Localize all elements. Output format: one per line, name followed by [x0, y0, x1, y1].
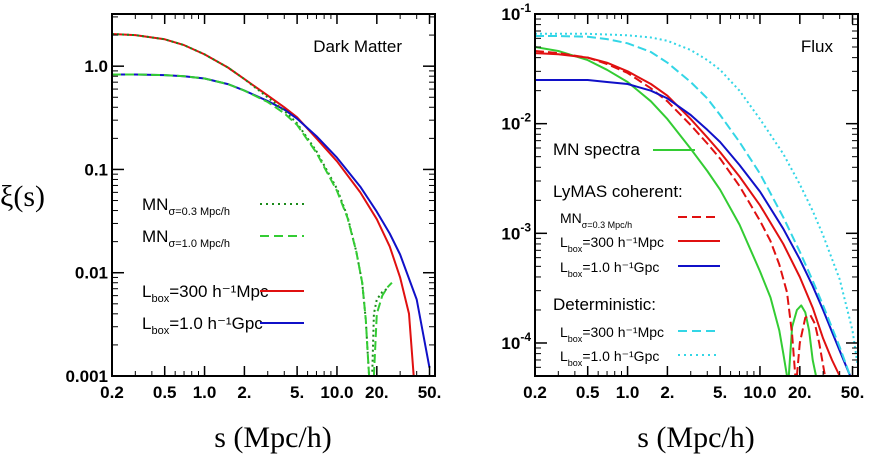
x-tick-label: 10.0	[320, 383, 353, 402]
y-tick-label: 0.01	[75, 264, 108, 283]
legend-header-lymas: LyMAS coherent:	[553, 182, 683, 201]
series-line-5	[535, 79, 852, 376]
y-tick-label: 10-1	[501, 1, 531, 24]
legend-entry-label: Lbox=300 h⁻¹Mpc	[142, 282, 269, 305]
series-line-0	[112, 33, 415, 376]
x-tick-label: 2.	[237, 383, 251, 402]
x-tick-label: 0.5	[576, 383, 600, 402]
legend-entry-label: Lbox=1.0 h⁻¹Gpc	[560, 348, 659, 368]
series-line-0	[535, 46, 788, 376]
x-tick-label: 0.5	[153, 383, 177, 402]
dark-matter-panel-title: Dark Matter	[313, 37, 402, 56]
x-tick-label: 2.	[660, 383, 674, 402]
dark-matter-x-axis-title: s (Mpc/h)	[214, 421, 331, 454]
dark-matter-panel: 0.2 0.5 1.0 2. 5. 10.0 20. 50. 0.001 0.01 0.1 1.0 D…	[0, 13, 441, 454]
y-tick-label: 0.1	[84, 160, 108, 179]
series-line-5	[372, 282, 393, 376]
x-tick-label: 5.	[290, 383, 304, 402]
flux-legend: MN spectra LyMAS coherent: Deterministic: M…	[553, 140, 720, 368]
series-line-1	[787, 304, 817, 376]
x-tick-label: 20.	[365, 383, 389, 402]
flux-plot-frame	[534, 13, 859, 377]
dark-matter-plot-frame	[111, 13, 436, 377]
legend-header-deterministic: Deterministic:	[553, 295, 656, 314]
legend-entry-label: MNσ=1.0 Mpc/h	[142, 227, 230, 250]
x-tick-label: 1.0	[616, 383, 640, 402]
dark-matter-y-axis-title: ξ(s)	[0, 180, 45, 213]
flux-series-group	[535, 32, 858, 376]
dark-matter-axis-ticks: 0.2 0.5 1.0 2. 5. 10.0 20. 50. 0.001 0.01 0.1 1.0	[65, 14, 441, 402]
series-line-4	[112, 73, 371, 376]
y-tick-label: 10-2	[501, 111, 531, 134]
legend-entry-label: Lbox=1.0 h⁻¹Gpc	[142, 314, 263, 337]
dark-matter-legend: MNσ=0.3 Mpc/h MNσ=1.0 Mpc/h Lbox=300 h⁻¹Mp…	[142, 195, 304, 337]
x-tick-label: 10.0	[743, 383, 776, 402]
legend-entry-label: Lbox=300 h⁻¹Mpc	[560, 324, 664, 344]
x-tick-label: 5.	[713, 383, 727, 402]
legend-entry-label: MNσ=0.3 Mpc/h	[560, 210, 632, 230]
x-tick-label: 0.2	[523, 383, 547, 402]
legend-entry-label: MNσ=0.3 Mpc/h	[142, 195, 230, 218]
series-line-2	[535, 52, 841, 376]
x-tick-label: 20.	[788, 383, 812, 402]
flux-axis-ticks: 0.2 0.5 1.0 2. 5. 10.0 20. 50. 10-4 10-3 10-2 10-1	[501, 1, 864, 402]
series-line-4	[795, 314, 826, 376]
x-tick-label: 0.2	[100, 383, 124, 402]
dark-matter-series-group	[112, 33, 431, 376]
x-tick-label: 50.	[418, 383, 442, 402]
y-tick-label: 10-4	[501, 330, 531, 353]
y-tick-label: 1.0	[84, 57, 108, 76]
flux-panel-title: Flux	[801, 37, 834, 56]
flux-panel: 0.2 0.5 1.0 2. 5. 10.0 20. 50.10-410-310-210-1 …	[501, 1, 864, 454]
y-tick-label: 0.001	[65, 367, 108, 386]
series-line-3	[535, 50, 797, 376]
flux-x-axis-title: s (Mpc/h)	[637, 421, 754, 454]
x-tick-label: 1.0	[193, 383, 217, 402]
y-tick-label: 10-3	[501, 220, 531, 243]
legend-entry-label: Lbox=300 h⁻¹Mpc	[560, 234, 664, 254]
legend-entry-label: Lbox=1.0 h⁻¹Gpc	[560, 259, 659, 279]
legend-header-mn-spectra: MN spectra	[553, 140, 640, 159]
series-line-6	[535, 35, 852, 376]
x-tick-label: 50.	[841, 383, 865, 402]
